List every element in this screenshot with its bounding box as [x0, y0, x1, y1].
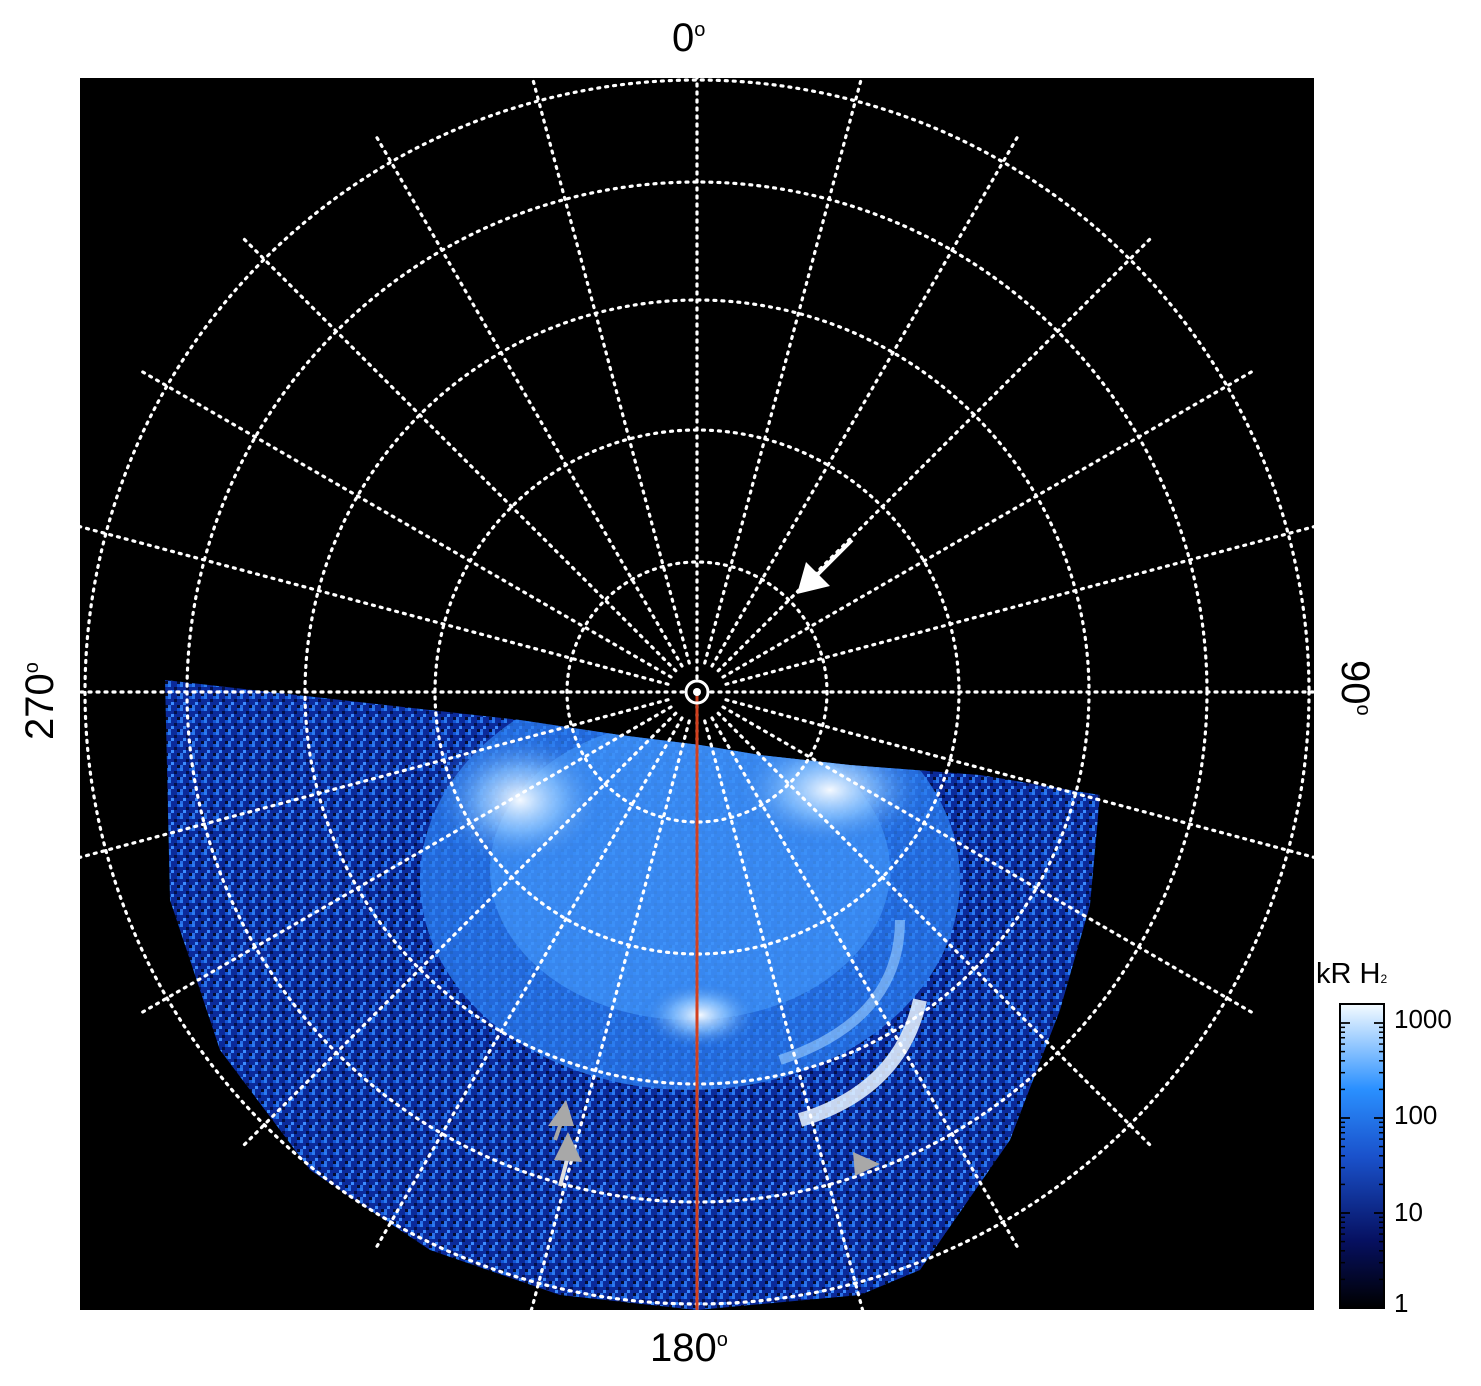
longitude-line [141, 705, 673, 1014]
longitude-line [141, 370, 673, 679]
gray-arrow-1 [548, 1100, 574, 1141]
longitude-line [80, 525, 670, 686]
longitude-line [703, 719, 865, 1310]
colorbar-tick-10: 10 [1394, 1197, 1423, 1227]
colorbar-tick-100: 100 [1394, 1100, 1438, 1130]
label-270-degrees: 270o [18, 662, 62, 740]
longitude-line [242, 711, 678, 1147]
longitude-line [724, 525, 1314, 686]
longitude-line [703, 78, 864, 665]
colorbar-tick-1: 1 [1394, 1288, 1409, 1318]
pole-marker [684, 679, 710, 705]
longitude-line [80, 698, 670, 859]
longitude-line [724, 698, 1314, 859]
colorbar-title: kR H2 [1316, 958, 1388, 990]
white-arrow [797, 538, 854, 594]
longitude-line [721, 705, 1253, 1014]
gray-triangle-marker [853, 1152, 880, 1176]
longitude-line [716, 237, 1152, 673]
latitude-circle [565, 560, 829, 824]
longitude-line [530, 78, 691, 665]
colorbar-tick-1000: 1000 [1394, 1004, 1452, 1034]
longitude-line [375, 716, 684, 1248]
longitude-line [710, 716, 1019, 1248]
longitude-line [242, 237, 678, 673]
label-0-degrees: 0o [672, 16, 706, 60]
gray-arrow-2 [554, 1132, 582, 1187]
longitude-line [721, 370, 1253, 679]
longitude-line [529, 719, 691, 1310]
label-180-degrees: 180o [650, 1326, 728, 1370]
image-panel [80, 78, 1314, 1310]
pole-marker-inner [693, 688, 701, 696]
label-90-degrees: 90o [1333, 660, 1377, 716]
longitude-line [375, 136, 684, 668]
longitude-line [716, 711, 1152, 1147]
colorbar [1339, 1003, 1385, 1309]
longitude-line [710, 136, 1019, 668]
